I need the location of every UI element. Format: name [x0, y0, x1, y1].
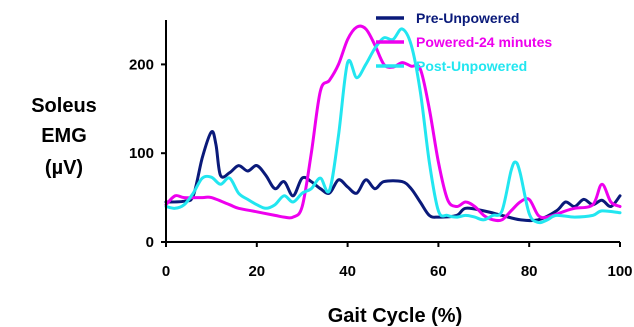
series-lines [164, 24, 622, 225]
x-tick-label: 80 [521, 263, 538, 280]
y-tick-label: 100 [129, 145, 154, 162]
x-tick-label: 20 [248, 263, 265, 280]
x-tick-label: 0 [162, 263, 170, 280]
legend-label-1: Pre-Unpowered [416, 10, 519, 26]
y-axis-title-line-3: (µV) [45, 157, 83, 179]
y-tick-label: 0 [146, 234, 154, 251]
x-tick-label: 100 [607, 263, 632, 280]
y-axis-title-line-1: Soleus [31, 95, 97, 117]
series-line-1 [164, 130, 622, 223]
legend-label-2: Powered-24 minutes [416, 34, 552, 50]
series-line-3 [164, 27, 622, 225]
legend-label-3: Post-Unpowered [416, 58, 527, 74]
legend: Pre-Unpowered Powered-24 minutes Post-Unpo… [376, 10, 552, 74]
series-line-2 [164, 24, 622, 223]
y-tick-label: 200 [129, 56, 154, 73]
x-tick-label: 60 [430, 263, 447, 280]
x-tick-label: 40 [339, 263, 356, 280]
tick-labels: 0 100 200 0 20 40 60 80 100 [129, 56, 633, 280]
axes [161, 20, 621, 247]
y-axis-title-line-2: EMG [41, 125, 87, 147]
x-axis-title: Gait Cycle (%) [328, 305, 462, 327]
